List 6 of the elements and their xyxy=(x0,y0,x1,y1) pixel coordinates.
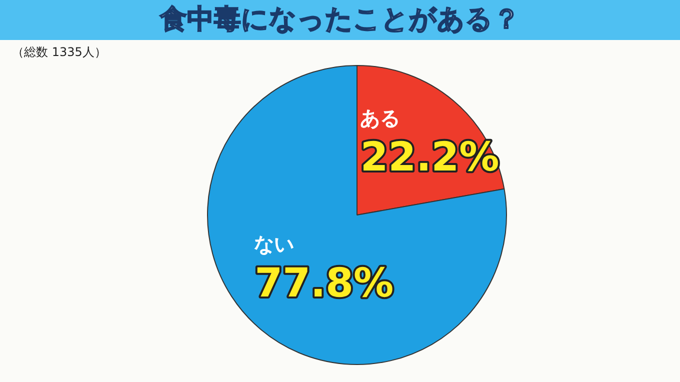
slice-label: ない xyxy=(254,232,294,256)
slice-label: ある xyxy=(360,106,400,130)
data-label: 22.2% xyxy=(360,134,500,180)
text: （総数 1335人） xyxy=(12,44,106,61)
data-label: 77.8% xyxy=(254,260,394,306)
chart-title: 食中毒になったことがある？ xyxy=(0,0,680,40)
